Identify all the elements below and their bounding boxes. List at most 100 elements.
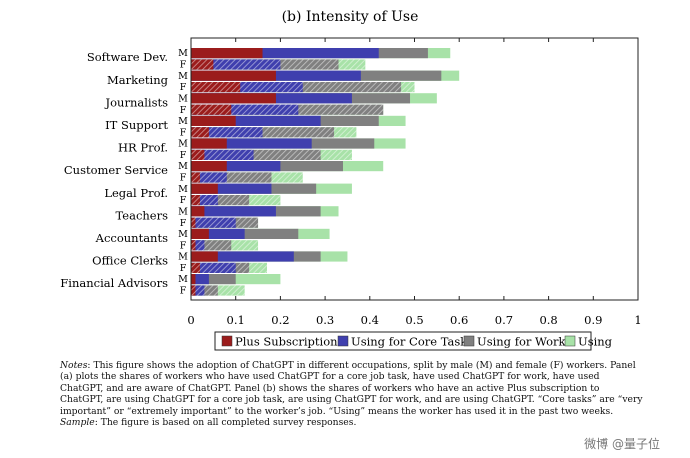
gender-label: M [178,252,188,263]
gender-label: F [180,263,187,274]
x-tick-label: 0.7 [495,313,513,327]
category-label-customer-service: Customer Service [64,163,168,177]
gender-label: F [180,127,187,138]
bar-hatch-hr-prof-F-0 [191,149,205,160]
bar-hatch-legal-prof-F-1 [191,195,218,206]
bar-office-clerks-M-0 [191,251,218,262]
category-label-teachers: Teachers [116,208,169,222]
gender-label: M [178,48,188,59]
x-tick-label: 0.6 [450,313,468,327]
bar-hatch-accountants-F-1 [191,240,205,251]
bar-hatch-office-clerks-F-0 [191,262,200,273]
bar-customer-service-M-1 [191,161,281,172]
gender-label: M [178,161,188,172]
bar-hatch-office-clerks-F-1 [191,262,236,273]
gender-label: F [180,218,187,229]
x-tick-label: 0 [187,313,194,327]
legend-swatch [337,335,349,347]
bar-financial-advisors-M-2 [191,274,236,285]
bar-hatch-hr-prof-F-2 [191,149,321,160]
watermark: 微博 @量子位 [584,437,660,451]
category-label-journalists: Journalists [105,95,169,109]
x-axis: 0 0.1 0.2 0.3 0.4 0.5 0.6 0.7 0.8 0.9 1 [187,38,642,327]
bar-marketing-M-0 [191,70,276,81]
bar-hatch-legal-prof-F-2 [191,195,250,206]
gender-label: F [180,150,187,161]
bar-hatch-accountants-F-2 [191,240,232,251]
bar-journalists-M-0 [191,93,276,104]
bar-hatch-teachers-F-1 [191,217,236,228]
legend-label: Using for Work [477,335,566,349]
category-label-hr-prof: HR Prof. [118,141,168,155]
bar-hatch-hr-prof-F-1 [191,149,254,160]
category-label-financial-advisors: Financial Advisors [60,276,168,290]
notes-paragraph: Notes: This figure shows the adoption of… [60,360,645,417]
gender-label: F [180,195,187,206]
bar-hatch-accountants-F-0 [191,240,196,251]
category-label-legal-prof: Legal Prof. [104,186,168,200]
bar-software-dev-M-1 [191,48,379,59]
gender-label: M [178,229,188,240]
gender-label: F [180,240,187,251]
figure-notes: Notes: This figure shows the adoption of… [60,360,645,428]
bar-hatch-financial-advisors-F-0 [191,285,196,296]
bar-hatch-journalists-F-0 [191,104,232,115]
bar-it-support-M-1 [191,115,321,126]
x-tick-label: 0.4 [361,313,379,327]
legend-label: Plus Subscription [235,335,338,349]
bar-financial-advisors-M-0 [191,274,196,285]
legend-box [214,331,592,351]
gender-label: M [178,139,188,150]
category-label-it-support: IT Support [105,118,168,132]
bar-software-dev-M-0 [191,48,263,59]
notes-text: : This figure shows the adoption of Chat… [60,360,643,417]
bar-financial-advisors-M-1 [191,274,209,285]
gender-label: F [180,82,187,93]
category-label-marketing: Marketing [107,73,169,87]
bar-hatch-it-support-F-0 [191,127,209,138]
bar-accountants-M-0 [191,228,209,239]
gender-label: M [178,206,188,217]
gender-label: M [178,184,188,195]
bar-it-support-M-0 [191,115,236,126]
intensity-of-use-chart: (b) Intensity of Use Software Dev. MFMark… [60,9,642,351]
bars-layer [191,48,460,296]
bar-hatch-software-dev-F-0 [191,59,214,70]
sample-label: Sample [60,417,95,429]
bar-hatch-customer-service-F-1 [191,172,227,183]
notes-label: Notes [60,360,88,371]
bar-hatch-software-dev-F-1 [191,59,281,70]
gender-label: M [178,71,188,82]
sample-paragraph: Sample: The figure is based on all compl… [60,417,645,428]
category-label-software-dev: Software Dev. [87,50,168,64]
bar-hatch-it-support-F-1 [191,127,263,138]
bar-office-clerks-M-1 [191,251,294,262]
chart-title: (b) Intensity of Use [282,9,419,25]
bar-hatch-customer-service-F-2 [191,172,272,183]
x-tick-label: 0.1 [227,313,245,327]
legend-swatch [463,335,475,347]
legend-swatch [564,335,576,347]
legend-label: Using [578,335,613,349]
gender-label: M [178,93,188,104]
bar-teachers-M-1 [191,206,276,217]
gender-label: M [178,116,188,127]
legend-swatch [221,335,233,347]
gender-label: F [180,105,187,116]
x-tick-label: 0.5 [405,313,423,327]
sample-text: : The figure is based on all completed s… [94,417,357,429]
category-label-office-clerks: Office Clerks [92,254,168,268]
bar-legal-prof-M-0 [191,183,218,194]
bar-hatch-marketing-F-0 [191,82,241,93]
bar-hatch-teachers-F-0 [191,217,196,228]
bar-legal-prof-M-1 [191,183,272,194]
x-tick-label: 1 [634,313,641,327]
gender-label: F [180,60,187,71]
bar-hatch-customer-service-F-0 [191,172,200,183]
gender-label: M [178,274,188,285]
bar-accountants-M-1 [191,228,245,239]
bar-hatch-journalists-F-1 [191,104,299,115]
category-label-accountants: Accountants [95,231,168,245]
bar-hatch-marketing-F-1 [191,82,303,93]
